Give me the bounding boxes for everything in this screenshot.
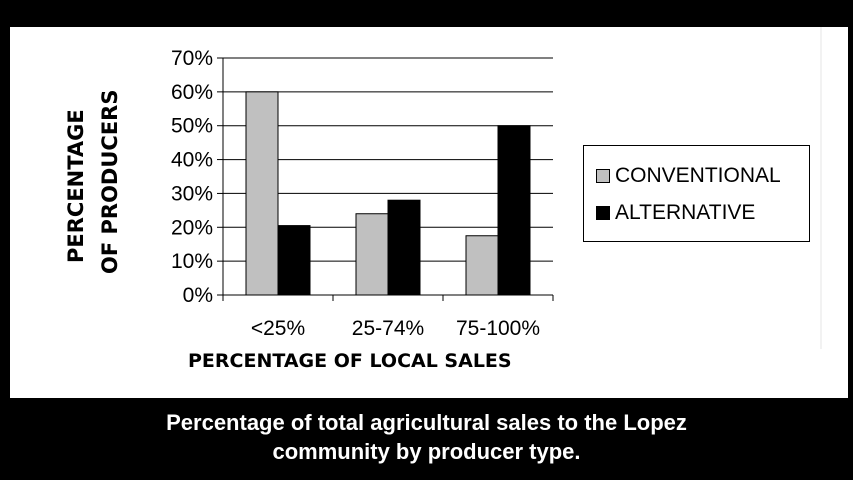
- legend-label-conventional: CONVENTIONAL: [615, 164, 781, 187]
- x-tick-label: <25%: [251, 317, 305, 340]
- x-tick-label: 25-74%: [352, 317, 424, 340]
- bar-alternative-0: [277, 225, 311, 296]
- legend-swatch-alternative: [596, 206, 610, 220]
- legend-swatch-conventional: [596, 169, 610, 183]
- bar-conventional-2: [465, 235, 499, 296]
- caption-line-2: community by producer type.: [272, 439, 581, 464]
- y-axis-title-line1: PERCENTAGE: [64, 109, 88, 263]
- bar-conventional-0: [245, 91, 279, 296]
- y-tick-label: 10%: [171, 250, 213, 273]
- bar-conventional-1: [355, 213, 389, 296]
- y-tick-label: 30%: [171, 182, 213, 205]
- caption-line-1: Percentage of total agricultural sales t…: [166, 410, 687, 435]
- y-tick-label: 20%: [171, 216, 213, 239]
- y-tick-label: 60%: [171, 81, 213, 104]
- x-tick-label: 75-100%: [456, 317, 540, 340]
- legend-label-alternative: ALTERNATIVE: [615, 201, 756, 224]
- bar-chart: 0% 10% 20% 30% 40% 50% 60% 70% <25% 25-74% 75-100%: [171, 27, 822, 349]
- y-tick-label: 50%: [171, 115, 213, 138]
- figure-caption: Percentage of total agricultural sales t…: [0, 408, 853, 466]
- chart-panel: 0% 10% 20% 30% 40% 50% 60% 70% <25% 25-74% 75-100%…: [10, 27, 848, 398]
- x-axis-title: PERCENTAGE OF LOCAL SALES: [188, 350, 512, 372]
- y-axis-title-line2: OF PRODUCERS: [98, 89, 122, 274]
- bar-alternative-2: [497, 125, 531, 296]
- y-tick-label: 70%: [171, 47, 213, 70]
- legend: CONVENTIONAL ALTERNATIVE: [583, 145, 810, 242]
- legend-item-alternative: ALTERNATIVE: [596, 201, 755, 225]
- y-tick-label: 40%: [171, 149, 213, 172]
- legend-item-conventional: CONVENTIONAL: [596, 164, 781, 188]
- bar-alternative-1: [387, 199, 421, 296]
- y-tick-label: 0%: [183, 284, 213, 307]
